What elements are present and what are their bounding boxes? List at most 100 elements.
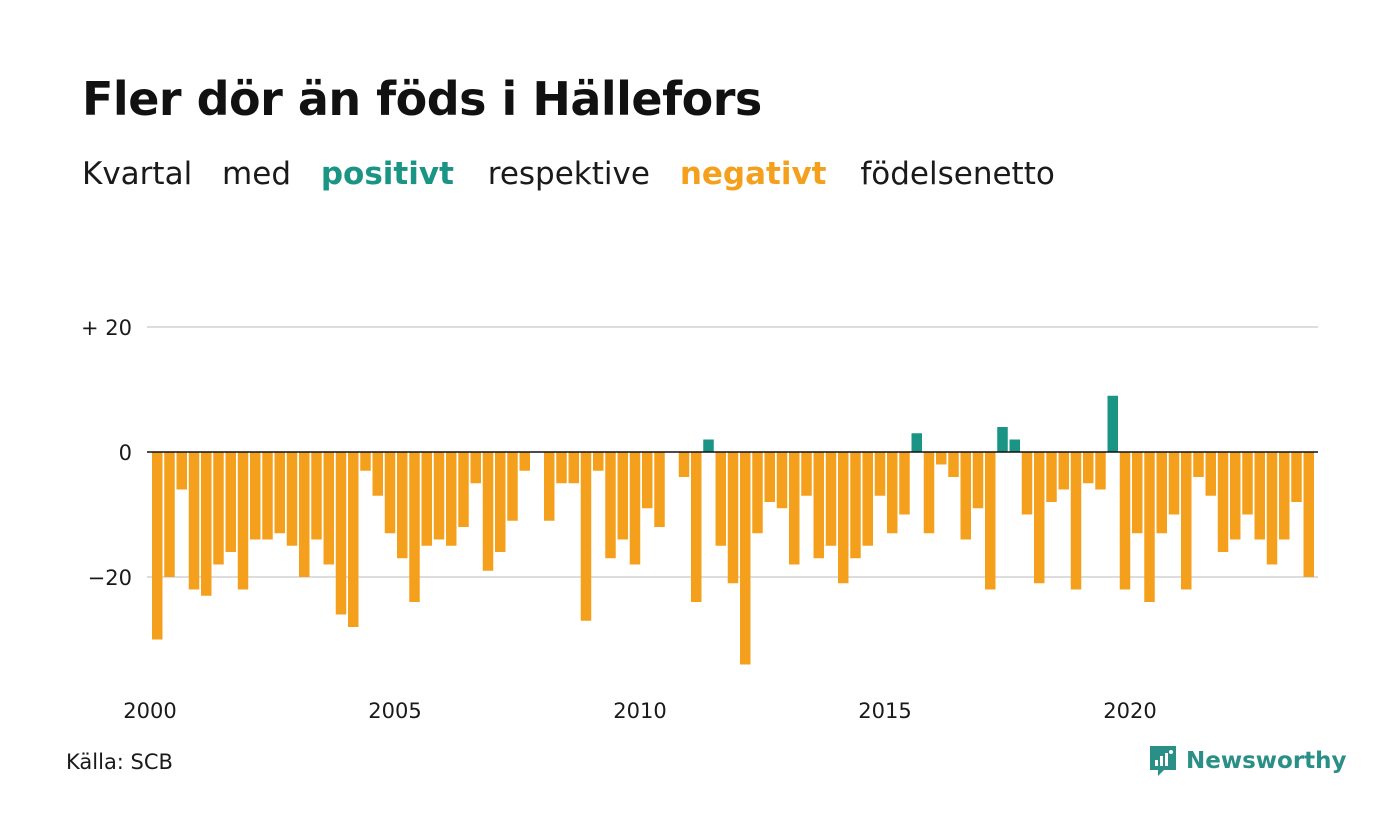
bar: [1303, 452, 1314, 577]
bar: [433, 452, 445, 540]
bar: [825, 452, 837, 546]
bar: [801, 452, 812, 496]
bar: [262, 452, 273, 540]
bar: [1119, 452, 1131, 590]
subtitle-word-birth-net: födelsenetto: [860, 156, 1055, 192]
bar: [1217, 452, 1229, 552]
bar: [250, 452, 261, 540]
bar: [764, 452, 775, 502]
bar: [519, 452, 530, 471]
chart-subtitle: Kvartal med positivt respektive negativt…: [82, 156, 1075, 192]
bar: [838, 452, 849, 584]
bar: [850, 452, 861, 559]
bar: [421, 452, 432, 546]
brand-name: Newsworthy: [1186, 748, 1347, 774]
bar: [874, 452, 886, 496]
y-tick-label: + 20: [81, 316, 132, 340]
bar: [776, 452, 788, 509]
bar: [960, 452, 971, 540]
bar: [1230, 452, 1241, 540]
bar: [201, 452, 212, 596]
bar: [1132, 452, 1143, 534]
bar: [237, 452, 249, 590]
bar: [642, 452, 653, 509]
legend-positive: positivt: [320, 156, 454, 192]
bar: [936, 452, 947, 465]
bar: [997, 427, 1008, 452]
bar: [752, 452, 763, 534]
bar: [544, 452, 555, 521]
bar: [1095, 452, 1106, 490]
bar: [629, 452, 641, 565]
bar: [862, 452, 873, 546]
bar: [299, 452, 310, 577]
bar: [1083, 452, 1094, 484]
bar: [152, 452, 163, 640]
bar: [458, 452, 469, 527]
bar: [654, 452, 665, 527]
bar: [727, 452, 739, 584]
bar: [740, 452, 751, 665]
subtitle-word-respectively: respektive: [487, 156, 650, 192]
bar: [1058, 452, 1069, 490]
y-tick-label: −20: [88, 566, 132, 590]
bar: [1168, 452, 1180, 515]
bar: [923, 452, 935, 534]
bar: [311, 452, 322, 540]
y-tick-label: 0: [119, 441, 132, 465]
bar: [1034, 452, 1045, 584]
bar: [164, 452, 175, 577]
bar: [1205, 452, 1216, 496]
bar: [323, 452, 334, 565]
bar: [348, 452, 359, 627]
bar: [1254, 452, 1265, 540]
subtitle-word-quarters: Kvartal: [82, 156, 193, 192]
bar: [335, 452, 347, 615]
bar: [372, 452, 383, 496]
bar: [985, 452, 996, 590]
bar: [605, 452, 616, 559]
bar: [397, 452, 408, 559]
bar: [1070, 452, 1082, 590]
bar: [715, 452, 726, 546]
bar-chart: + 20 0 −20 2000 2005 2010 2015 2020: [81, 316, 1318, 723]
chart-title: Fler dör än föds i Hällefors: [82, 72, 762, 126]
bar: [446, 452, 457, 546]
newsworthy-logo: Newsworthy: [1148, 744, 1347, 778]
bar: [213, 452, 224, 565]
bar: [678, 452, 690, 477]
bar: [1266, 452, 1278, 565]
bar: [1021, 452, 1033, 515]
bar: [1193, 452, 1204, 477]
bar: [1144, 452, 1155, 602]
bar: [691, 452, 702, 602]
bar: [1279, 452, 1290, 540]
bar: [911, 433, 922, 452]
bar: [813, 452, 824, 559]
bar: [360, 452, 371, 471]
bar: [568, 452, 579, 484]
bar: [384, 452, 396, 534]
x-tick-label: 2010: [613, 699, 666, 723]
bar: [495, 452, 506, 552]
bar: [1242, 452, 1253, 515]
bar: [1046, 452, 1057, 502]
bar: [1181, 452, 1192, 590]
bar: [176, 452, 187, 490]
x-tick-label: 2020: [1103, 699, 1156, 723]
bar: [482, 452, 494, 571]
x-tick-label: 2005: [368, 699, 421, 723]
bar: [972, 452, 984, 509]
legend-negative: negativt: [679, 156, 827, 192]
bar: [274, 452, 285, 534]
x-tick-label: 2000: [123, 699, 176, 723]
bar: [617, 452, 628, 540]
bar: [470, 452, 481, 484]
bar: [593, 452, 604, 471]
source-note: Källa: SCB: [66, 750, 173, 774]
bar: [899, 452, 910, 515]
bar: [188, 452, 200, 590]
bar: [887, 452, 898, 534]
bar: [948, 452, 959, 477]
bar: [225, 452, 236, 552]
